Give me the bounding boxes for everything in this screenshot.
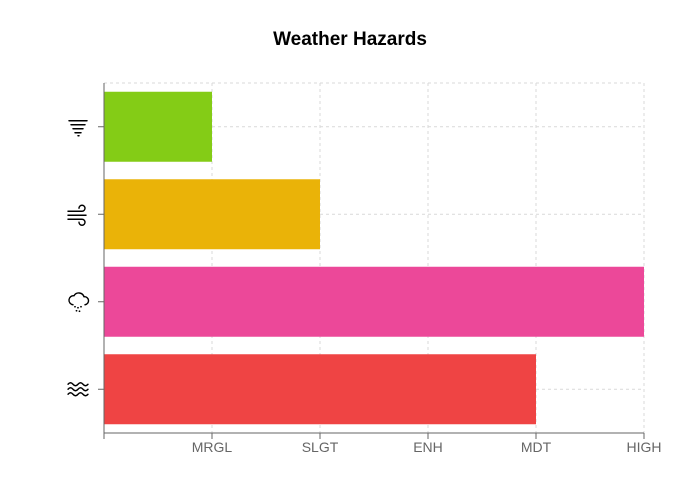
x-tick-label-high: HIGH xyxy=(627,439,662,455)
bars xyxy=(104,91,644,425)
x-tick-label-enh: ENH xyxy=(413,439,443,455)
axes xyxy=(98,83,645,439)
hail-icon xyxy=(68,292,90,313)
x-tick-labels: MRGL SLGT ENH MDT HIGH xyxy=(192,439,662,455)
bar-tornado xyxy=(104,91,212,162)
flood-icon xyxy=(67,382,89,397)
x-tick-label-mrgl: MRGL xyxy=(192,439,233,455)
bar-wind xyxy=(104,179,320,250)
bar-hail xyxy=(104,266,644,337)
x-tick-label-slgt: SLGT xyxy=(302,439,339,455)
wind-icon xyxy=(67,204,87,226)
x-tick-label-mdt: MDT xyxy=(521,439,552,455)
y-axis-icons xyxy=(67,120,90,397)
tornado-icon xyxy=(68,120,88,137)
bar-flood xyxy=(104,354,536,425)
chart-title: Weather Hazards xyxy=(273,29,427,50)
